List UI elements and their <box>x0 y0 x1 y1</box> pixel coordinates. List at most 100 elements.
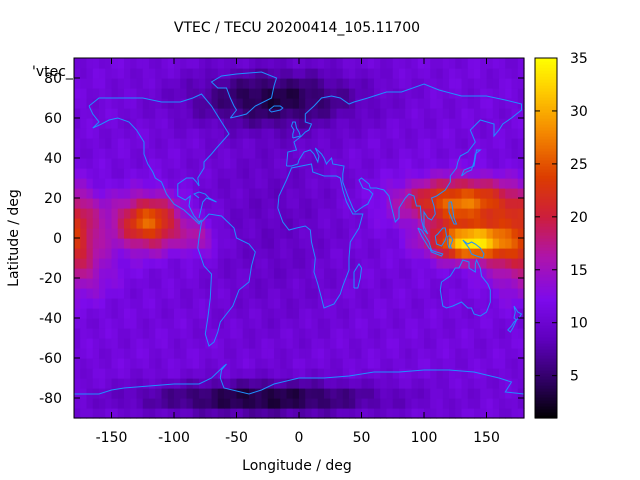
heat-cell <box>105 178 113 189</box>
heat-cell <box>399 128 406 139</box>
heat-cell <box>180 408 188 419</box>
heat-cell <box>130 148 138 159</box>
heat-cell <box>105 298 113 309</box>
heat-cell <box>161 368 169 379</box>
heat-cell <box>299 348 306 359</box>
heat-cell <box>292 148 300 159</box>
heat-cell <box>449 338 456 349</box>
heat-cell <box>255 58 263 69</box>
heat-cell <box>299 338 306 349</box>
heat-cell <box>111 138 119 149</box>
heat-cell <box>161 288 169 299</box>
heat-cell <box>167 398 175 409</box>
heat-cell <box>274 408 281 419</box>
heat-cell <box>405 268 413 279</box>
heat-cell <box>499 318 506 329</box>
coastline <box>290 121 301 139</box>
heat-cell <box>299 178 306 189</box>
heat-cell <box>274 128 281 139</box>
y-tick-label: 60 <box>44 111 62 127</box>
heat-cell <box>255 68 263 79</box>
heat-cell <box>105 118 113 129</box>
heat-cell <box>399 378 406 389</box>
heat-cell <box>474 238 481 249</box>
colorbar-swatch <box>535 226 557 230</box>
heat-cell <box>317 288 325 299</box>
heat-cell <box>511 88 519 99</box>
heat-cell <box>74 408 81 419</box>
heat-cell <box>99 108 106 119</box>
heat-cell <box>349 98 356 109</box>
heat-cell <box>174 218 181 229</box>
heat-cell <box>105 128 113 139</box>
heat-cell <box>117 118 125 129</box>
heat-cell <box>80 258 88 269</box>
heat-cell <box>367 108 375 119</box>
heat-cell <box>155 168 163 179</box>
heat-cell <box>149 278 156 289</box>
heat-cell <box>417 178 425 189</box>
heat-cell <box>430 348 438 359</box>
heat-cell <box>492 68 500 79</box>
heat-cell <box>411 88 419 99</box>
heat-cell <box>411 298 419 309</box>
heat-cell <box>124 398 131 409</box>
heat-cell <box>230 378 238 389</box>
heat-cell <box>424 148 431 159</box>
heat-cell <box>324 318 331 329</box>
heat-cell <box>186 338 194 349</box>
heat-cell <box>205 298 213 309</box>
heat-cell <box>330 258 338 269</box>
heat-cell <box>261 228 269 239</box>
heat-cell <box>86 298 94 309</box>
heat-cell <box>474 128 481 139</box>
heat-cell <box>355 248 363 259</box>
heat-cell <box>411 398 419 409</box>
heat-cell <box>455 278 463 289</box>
heat-cell <box>330 168 338 179</box>
heat-cell <box>261 98 269 109</box>
heat-cell <box>492 268 500 279</box>
heat-cell <box>417 118 425 129</box>
heat-cell <box>274 68 281 79</box>
heat-cell <box>411 238 419 249</box>
heat-cell <box>174 288 181 299</box>
heat-cell <box>392 298 400 309</box>
heat-cell <box>374 108 381 119</box>
colorbar-swatch <box>535 133 557 137</box>
heat-cell <box>124 278 131 289</box>
heat-cell <box>367 238 375 249</box>
heat-cell <box>480 258 488 269</box>
heat-cell <box>205 138 213 149</box>
heat-cell <box>336 78 344 89</box>
heat-cell <box>399 258 406 269</box>
heat-cell <box>436 288 444 299</box>
heat-cell <box>342 58 350 69</box>
heat-cell <box>436 208 444 219</box>
heat-cell <box>505 248 513 259</box>
heat-cell <box>424 288 431 299</box>
heat-cell <box>180 328 188 339</box>
heat-cell <box>386 108 394 119</box>
heat-cell <box>174 128 181 139</box>
heat-cell <box>474 138 481 149</box>
heat-cell <box>517 358 525 369</box>
heat-cell <box>92 148 100 159</box>
heat-cell <box>286 368 294 379</box>
heat-cell <box>167 268 175 279</box>
heat-cell <box>180 108 188 119</box>
heat-cell <box>99 228 106 239</box>
heat-cell <box>80 358 88 369</box>
heat-cell <box>305 288 313 299</box>
heat-cell <box>386 358 394 369</box>
heat-cell <box>280 348 288 359</box>
heat-cell <box>80 328 88 339</box>
heat-cell <box>174 178 181 189</box>
heat-cell <box>317 338 325 349</box>
heat-cell <box>161 168 169 179</box>
heat-cell <box>167 148 175 159</box>
heat-cell <box>467 108 475 119</box>
heat-cell <box>211 98 219 109</box>
heat-cell <box>174 298 181 309</box>
heat-cell <box>517 158 525 169</box>
